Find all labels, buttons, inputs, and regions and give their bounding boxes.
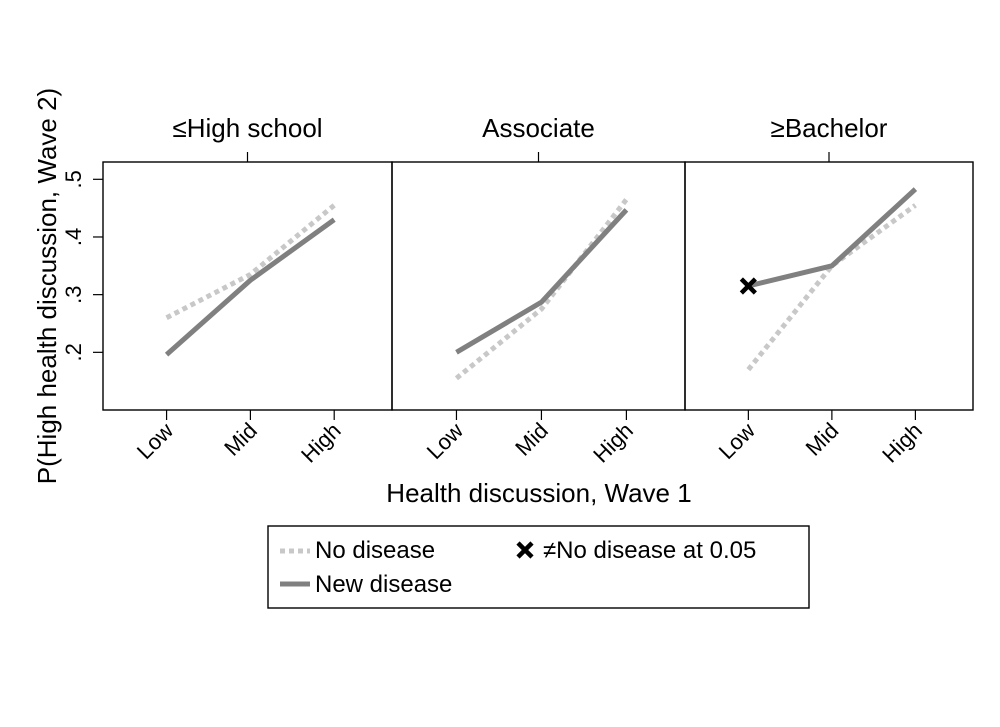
legend-no-disease-label: No disease: [315, 537, 435, 564]
y-axis-label: P(High health discussion, Wave 2): [32, 88, 62, 484]
panels-group: ≤High school Low Mid High Associate Low Mid Hig…: [102, 113, 974, 468]
panel-title: ≥Bachelor: [771, 113, 888, 143]
legend: No disease New disease ≠No disease at 0.…: [267, 525, 810, 609]
y-tick-label: .3: [61, 285, 86, 303]
panel-frame: [684, 161, 974, 411]
y-tick-label: .4: [61, 228, 86, 246]
series-line-new-disease: [455, 208, 629, 355]
significance-marker: [739, 277, 757, 295]
panel-high-school: ≤High school Low Mid High: [102, 113, 393, 468]
series-line-new-disease: [164, 217, 336, 357]
panel-title: Associate: [482, 113, 595, 143]
legend-significance-marker: [516, 541, 534, 559]
significance-marker-stroke-b: [739, 277, 757, 295]
legend-significance-label: ≠No disease at 0.05: [543, 537, 756, 564]
x-tick-label-mid: Mid: [510, 418, 553, 461]
series-line-no-disease: [165, 203, 336, 320]
x-tick-label-high: High: [588, 418, 638, 468]
series-line-no-disease: [746, 203, 917, 372]
x-tick-label-low: Low: [422, 418, 468, 464]
legend-significance-x: [516, 541, 534, 559]
series-line-new-disease: [747, 187, 918, 289]
x-tick-label-high: High: [296, 418, 346, 468]
y-axis: .2 .3 .4 .5: [61, 170, 103, 362]
x-tick-label-mid: Mid: [219, 418, 262, 461]
legend-new-disease-label: New disease: [315, 571, 452, 598]
x-tick-label-high: High: [877, 418, 927, 468]
x-axis-label: Health discussion, Wave 1: [386, 478, 691, 508]
panel-frame: [391, 161, 686, 411]
panel-associate: Associate Low Mid High: [391, 113, 686, 468]
y-tick-label: .2: [61, 343, 86, 361]
panel-title: ≤High school: [172, 113, 322, 143]
x-tick-label-mid: Mid: [801, 418, 844, 461]
x-tick-label-low: Low: [132, 418, 178, 464]
series-line-no-disease: [454, 197, 629, 381]
panel-bachelor: ≥Bachelor Low Mid High: [684, 113, 974, 468]
y-tick-label: .5: [61, 170, 86, 188]
legend-significance-x-stroke-b: [516, 541, 534, 559]
x-tick-label-low: Low: [714, 418, 760, 464]
